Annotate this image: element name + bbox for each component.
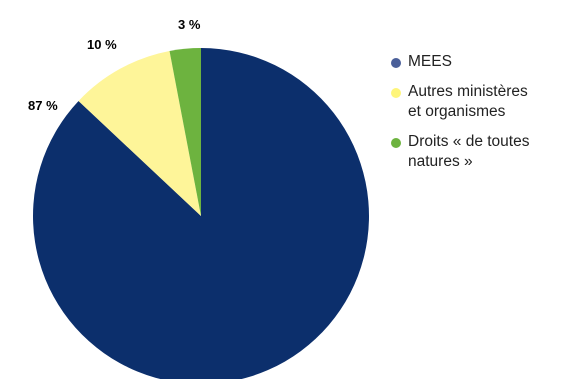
- legend-swatch-mees: [391, 58, 401, 68]
- legend-label-autres-line1: Autres ministères: [408, 83, 528, 100]
- legend-swatch-droits: [391, 138, 401, 148]
- legend-label-droits-line1: Droits « de toutes: [408, 133, 530, 150]
- legend-item-droits: Droits « de toutes natures »: [391, 132, 561, 172]
- pie-slice-1: [78, 50, 201, 217]
- legend: MEES Autres ministères et organismes Dro…: [391, 52, 561, 182]
- legend-label-mees: MEES: [408, 53, 452, 70]
- legend-item-autres: Autres ministères et organismes: [391, 82, 561, 122]
- legend-label-autres-line2: et organismes: [408, 103, 506, 120]
- pie-label-1: 10 %: [87, 37, 117, 52]
- legend-item-mees: MEES: [391, 52, 561, 72]
- pie-label-2: 3 %: [178, 17, 201, 32]
- pie-slice-0: [33, 48, 369, 379]
- legend-label-droits-line2: natures »: [408, 153, 473, 170]
- pie-label-0: 87 %: [28, 98, 58, 113]
- legend-swatch-autres: [391, 88, 401, 98]
- pie-slice-2: [169, 48, 201, 216]
